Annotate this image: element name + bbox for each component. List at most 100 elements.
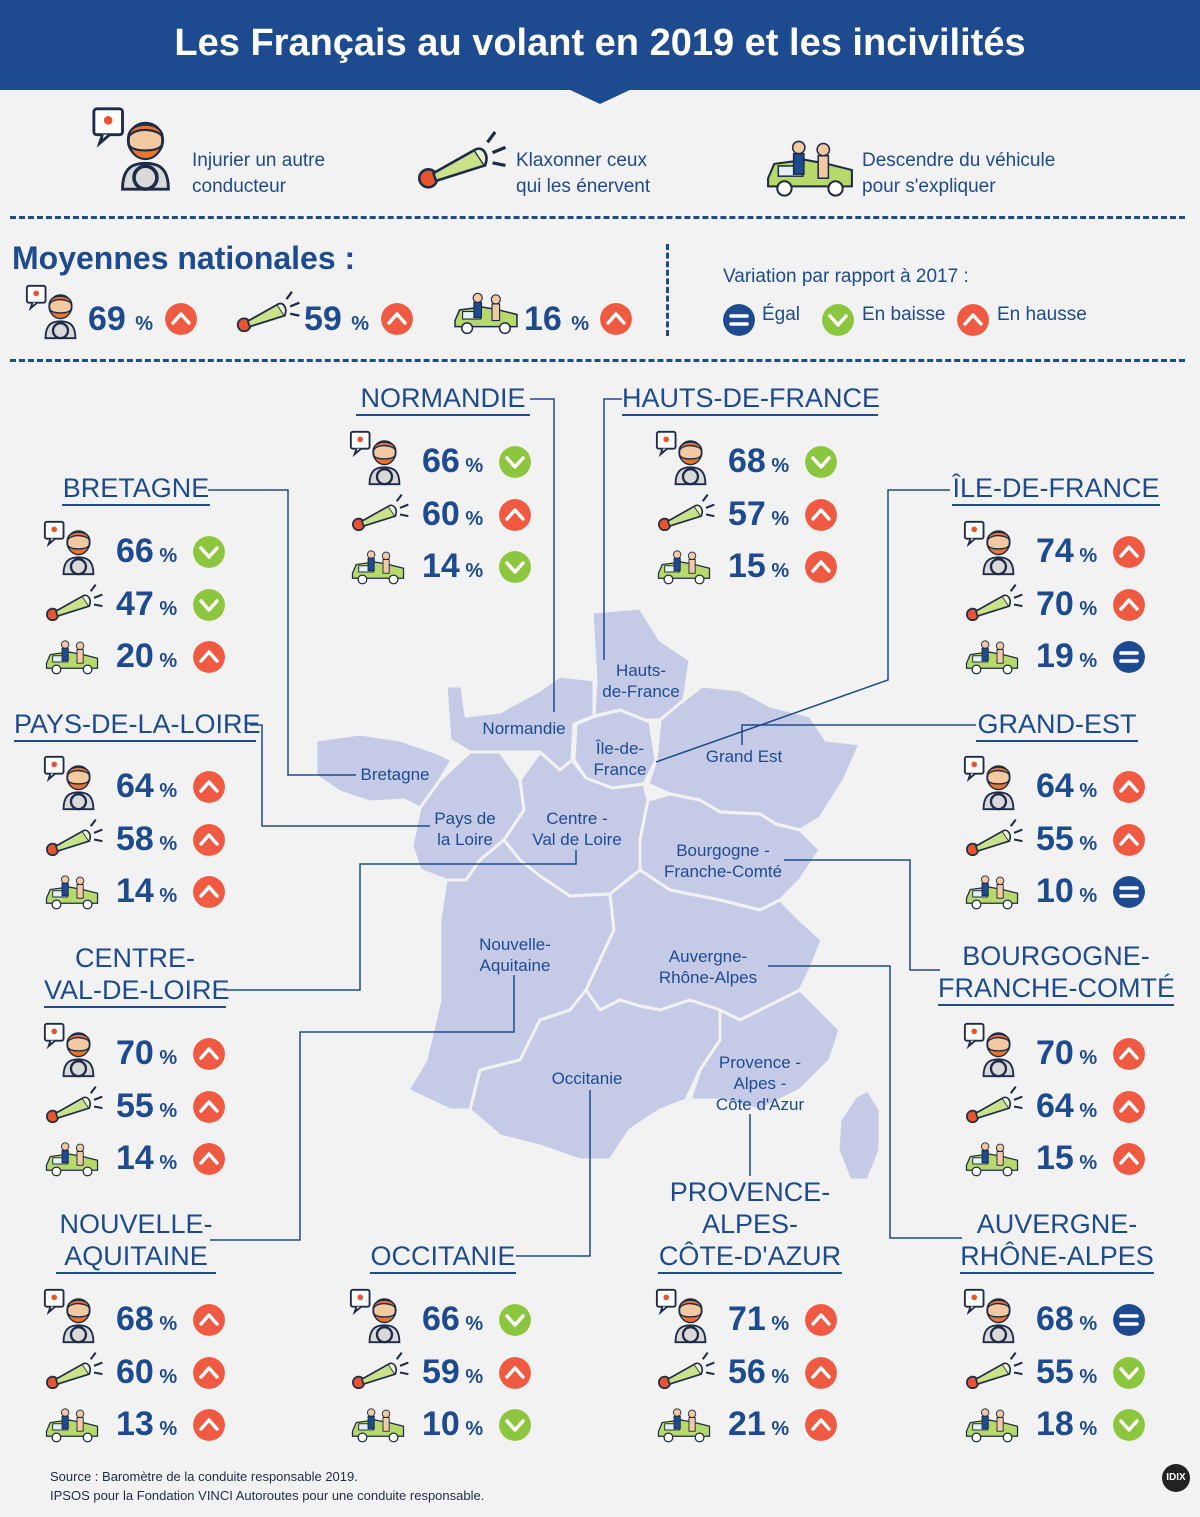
horn-icon — [966, 1349, 1024, 1391]
trend-up-icon — [193, 1304, 225, 1336]
region-pays-de-la-loire-stat-0: 64 % — [116, 767, 177, 806]
trend-down-icon — [499, 1304, 531, 1336]
stat-value: 15 — [728, 547, 766, 585]
trend-down-icon — [499, 551, 531, 583]
leader-pdl — [250, 724, 430, 827]
stat-unit: % — [765, 507, 790, 530]
stat-unit: % — [153, 885, 178, 907]
trend-equal-icon — [1113, 876, 1145, 908]
trend-up-icon — [193, 641, 225, 673]
stat-unit: % — [765, 1313, 790, 1335]
stat-value: 70 — [1036, 1034, 1074, 1072]
divider-top — [10, 216, 1185, 219]
region-normandie-stat-2: 14 % — [422, 547, 483, 586]
legend-getout-line1: Descendre du véhicule — [862, 150, 1056, 171]
region-paca-stat-1: 56 % — [728, 1353, 789, 1392]
region-bretagne-stat-1: 47 % — [116, 585, 177, 624]
stat-value: 14 — [116, 872, 154, 910]
region-name-occitanie: OCCITANIE — [370, 1240, 516, 1274]
region-auvergne-rhone-alpes-stat-2: 18 % — [1036, 1405, 1097, 1444]
trend-up-icon — [193, 1143, 225, 1175]
trend-down-icon — [1113, 1357, 1145, 1389]
region-name-centre-line1: CENTRE- — [75, 943, 195, 973]
map-label-hauts: Hauts-de-France — [596, 660, 686, 702]
horn-icon — [658, 491, 716, 533]
stat-unit: % — [153, 780, 178, 802]
leader-bfc — [784, 859, 940, 971]
region-name-centre-line2: VAL-DE-LOIRE — [44, 975, 230, 1005]
region-occitanie-stat-2: 10 % — [422, 1405, 483, 1444]
map-label-bfc-line2: Franche-Comté — [663, 862, 783, 881]
stat-value: 55 — [1036, 819, 1074, 858]
map-label-centre-line2: Val de Loire — [532, 830, 622, 849]
trend-down-icon — [193, 589, 225, 621]
region-grand-est-stat-1: 55 % — [1036, 820, 1097, 859]
region-pays-de-la-loire-stat-2: 14 % — [116, 872, 177, 911]
map-label-na-line2: Aquitaine — [479, 956, 551, 975]
map-label-idf-line2: France — [593, 760, 647, 779]
stat-value: 68 — [1036, 1300, 1074, 1338]
map-region-corse — [836, 1088, 882, 1182]
trend-up-icon — [805, 1357, 837, 1389]
getting-out-icon — [44, 872, 100, 912]
trend-up-icon — [1113, 1091, 1145, 1123]
map-label-paca: Provence - Alpes - Côte d'Azur — [700, 1052, 820, 1115]
stat-unit: % — [459, 560, 484, 582]
stat-value: 56 — [728, 1352, 766, 1391]
stat-unit: % — [459, 1365, 484, 1388]
trend-up-icon — [193, 876, 225, 908]
map-label-bfc: Bourgogne - Franche-Comté — [652, 840, 794, 882]
stat-value: 10 — [422, 1405, 460, 1443]
divider-middle — [10, 359, 1185, 362]
region-grand-est-stat-0: 64 % — [1036, 767, 1097, 806]
map-region-occitanie — [468, 988, 722, 1162]
region-centre-val-de-loire-stat-0: 70 % — [116, 1034, 177, 1073]
map-label-pdl: Pays de la Loire — [424, 808, 506, 850]
leader-occitanie — [516, 1090, 591, 1257]
trend-up-icon — [499, 1357, 531, 1389]
region-name-ile-de-france: ÎLE-DE-FRANCE — [952, 472, 1160, 506]
trend-up-icon — [499, 499, 531, 531]
region-ile-de-france-stat-0: 74 % — [1036, 532, 1097, 571]
region-ile-de-france-stat-2: 19 % — [1036, 637, 1097, 676]
getting-out-icon — [350, 1405, 406, 1445]
stat-value: 64 — [116, 767, 154, 805]
getting-out-icon — [964, 872, 1020, 912]
horn-icon — [352, 491, 410, 533]
stat-unit: % — [1073, 1152, 1098, 1174]
stat-unit: % — [459, 1313, 484, 1335]
national-horn-unit: % — [351, 313, 370, 335]
stat-value: 66 — [422, 442, 460, 480]
stat-value: 55 — [116, 1086, 154, 1125]
national-insult-unit: % — [135, 313, 154, 335]
angry-driver-icon — [348, 430, 406, 486]
stat-value: 58 — [116, 819, 154, 858]
source-line1: Source : Baromètre de la conduite respon… — [50, 1469, 358, 1484]
stat-value: 66 — [116, 532, 154, 570]
stat-value: 14 — [116, 1139, 154, 1177]
map-label-centre: Centre - Val de Loire — [524, 808, 630, 850]
stat-value: 64 — [1036, 1086, 1074, 1125]
angry-driver-icon — [42, 755, 100, 811]
stat-value: 13 — [116, 1405, 154, 1443]
angry-driver-icon — [348, 1288, 406, 1344]
stat-unit: % — [765, 455, 790, 477]
map-label-grand-est: Grand Est — [705, 747, 783, 766]
trend-up-icon — [193, 1038, 225, 1070]
publisher-logo: IDIX — [1162, 1464, 1190, 1492]
map-label-na: Nouvelle- Aquitaine — [464, 934, 566, 976]
variation-up-label: En hausse — [997, 304, 1087, 325]
map-label-normandie: Normandie — [482, 719, 566, 738]
leader-na — [210, 975, 515, 1241]
trend-up-icon — [193, 824, 225, 856]
national-getout-value: 16 % — [524, 300, 589, 339]
angry-driver-icon — [962, 1022, 1020, 1078]
region-name-bourgogne-franche-comte: BOURGOGNE- FRANCHE-COMTÉ — [938, 940, 1175, 1006]
stat-value: 21 — [728, 1405, 766, 1443]
national-horn-value: 59 % — [304, 300, 369, 339]
region-hauts-de-france-stat-1: 57 % — [728, 495, 789, 534]
stat-unit: % — [459, 1418, 484, 1440]
angry-driver-icon — [654, 1288, 712, 1344]
region-hauts-de-france-stat-0: 68 % — [728, 442, 789, 481]
